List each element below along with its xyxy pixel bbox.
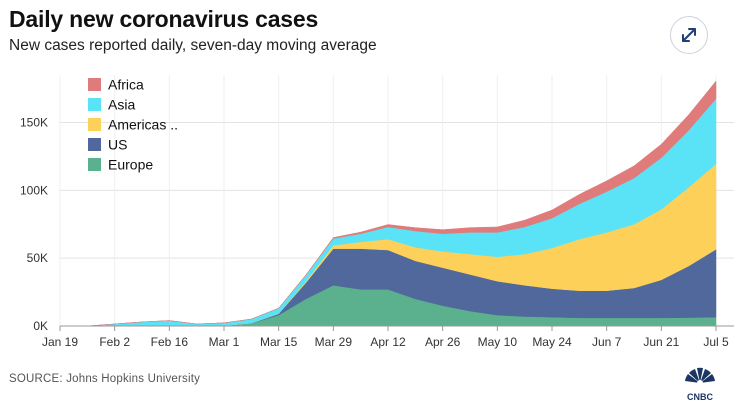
legend-label: Africa — [108, 77, 144, 93]
x-tick-label: Jul 5 — [703, 335, 729, 349]
expand-arrows-icon — [682, 28, 696, 42]
y-tick-label: 0K — [33, 319, 48, 333]
legend-swatch — [88, 118, 101, 131]
chart-subtitle: New cases reported daily, seven-day movi… — [9, 37, 377, 54]
x-tick-label: Jan 19 — [42, 335, 78, 349]
legend-swatch — [88, 158, 101, 171]
legend: Africa Asia Americas .. US Europe — [88, 77, 178, 173]
expand-button[interactable] — [670, 16, 708, 54]
legend-label: Americas .. — [108, 117, 178, 133]
legend-swatch — [88, 98, 101, 111]
x-tick-label: Mar 29 — [315, 335, 353, 349]
cnbc-logo: CNBC — [685, 367, 715, 402]
legend-swatch — [88, 138, 101, 151]
x-tick-label: Feb 16 — [151, 335, 189, 349]
legend-label: Europe — [108, 157, 153, 173]
x-tick-label: Apr 26 — [425, 335, 461, 349]
x-tick-label: May 24 — [532, 335, 572, 349]
y-tick-label: 150K — [20, 115, 48, 129]
logo-text: CNBC — [687, 392, 713, 402]
legend-swatch — [88, 78, 101, 91]
chart-title: Daily new coronavirus cases — [9, 6, 319, 32]
x-tick-label: Apr 12 — [370, 335, 406, 349]
legend-label: US — [108, 137, 127, 153]
x-tick-label: Jun 21 — [643, 335, 679, 349]
source-note: SOURCE: Johns Hopkins University — [9, 373, 201, 385]
x-tick-label: Jun 7 — [592, 335, 622, 349]
area-africa — [60, 80, 717, 327]
axes: Jan 19 Feb 2 Feb 16 Mar 1 Mar 15 Mar 29 Apr 12… — [42, 325, 734, 349]
series-areas — [60, 80, 717, 327]
y-tick-label: 100K — [20, 183, 48, 197]
legend-label: Asia — [108, 97, 135, 113]
x-tick-label: Mar 15 — [260, 335, 298, 349]
x-tick-label: May 10 — [478, 335, 518, 349]
x-tick-label: Feb 2 — [99, 335, 130, 349]
y-tick-label: 50K — [27, 251, 48, 265]
x-tick-label: Mar 1 — [209, 335, 240, 349]
